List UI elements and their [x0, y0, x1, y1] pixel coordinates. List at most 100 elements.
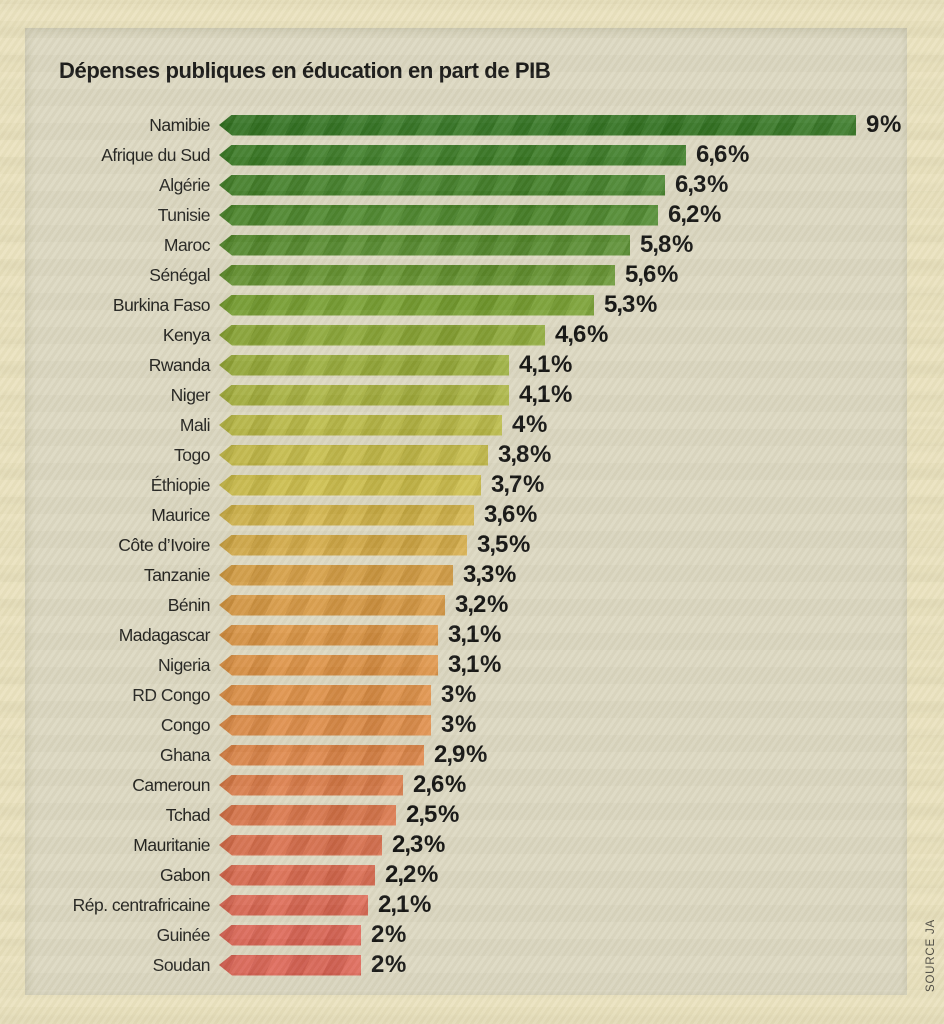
value-label: 3,3 % — [463, 561, 516, 588]
chart-row: Nigeria 3,1 % — [25, 650, 907, 680]
chart-row: Cameroun 2,6 % — [25, 770, 907, 800]
value-label: 4,6 % — [555, 321, 608, 348]
value-label: 9 % — [866, 111, 901, 138]
chart-row: Gabon 2,2 % — [25, 860, 907, 890]
country-label: Kenya — [162, 324, 211, 345]
bar — [219, 774, 403, 796]
chart-row: Maroc 5,8 % — [25, 230, 907, 260]
value-label: 3,5 % — [477, 531, 530, 558]
value-label: 6,6 % — [696, 141, 749, 168]
chart-row: Tanzanie 3,3 % — [25, 560, 907, 590]
country-label: Cameroun — [132, 774, 210, 795]
chart-row: Madagascar 3,1 % — [25, 620, 907, 650]
value-label: 3,6 % — [484, 501, 537, 528]
bar — [219, 114, 856, 136]
chart-row: Rép. centrafricaine 2,1 % — [25, 890, 907, 920]
value-label: 3 % — [441, 711, 476, 738]
value-label: 6,2 % — [668, 201, 721, 228]
country-label: Ghana — [159, 744, 211, 765]
value-label: 3,2 % — [455, 591, 508, 618]
country-label: Guinée — [156, 924, 211, 945]
bar — [219, 534, 467, 556]
country-label: Sénégal — [149, 264, 210, 285]
chart-row: Guinée 2 % — [25, 920, 907, 950]
country-label: Côte d’Ivoire — [118, 534, 210, 555]
bar — [219, 684, 431, 706]
chart-row: Mali 4 % — [25, 410, 907, 440]
country-label: Bénin — [167, 594, 211, 615]
chart-row: Rwanda 4,1 % — [25, 350, 907, 380]
country-label: Mali — [179, 414, 211, 435]
country-label: Tchad — [165, 804, 211, 825]
country-label: Congo — [160, 714, 211, 735]
country-label: Namibie — [149, 114, 210, 135]
bar — [219, 294, 594, 316]
bar — [219, 864, 375, 886]
chart-row: Burkina Faso 5,3 % — [25, 290, 907, 320]
country-label: Maurice — [151, 504, 210, 525]
value-label: 2,6 % — [413, 771, 466, 798]
value-label: 2,5 % — [406, 801, 459, 828]
chart-row: Niger 4,1 % — [25, 380, 907, 410]
bar — [219, 744, 424, 766]
chart-row: Maurice 3,6 % — [25, 500, 907, 530]
country-label: Tunisie — [157, 204, 211, 225]
bar-rows-container: Namibie 9 % Afrique du Sud 6,6 % Algérie 6,3 … — [25, 110, 907, 980]
bar — [219, 954, 361, 976]
country-label: Afrique du Sud — [101, 144, 210, 165]
chart-row: Tchad 2,5 % — [25, 800, 907, 830]
country-label: Nigeria — [158, 654, 210, 675]
bar — [219, 444, 488, 466]
value-label: 3,8 % — [498, 441, 551, 468]
value-label: 2,1 % — [378, 891, 431, 918]
country-label: Rép. centrafricaine — [72, 894, 211, 915]
bar — [219, 714, 431, 736]
country-label: Mauritanie — [133, 834, 210, 855]
country-label: Rwanda — [148, 354, 211, 375]
value-label: 4 % — [512, 411, 547, 438]
bar — [219, 144, 686, 166]
country-label: Madagascar — [118, 624, 211, 645]
value-label: 4,1 % — [519, 381, 572, 408]
chart-row: Soudan 2 % — [25, 950, 907, 980]
chart-row: Ghana 2,9 % — [25, 740, 907, 770]
bar — [219, 594, 445, 616]
value-label: 6,3 % — [675, 171, 728, 198]
value-label: 2,3 % — [392, 831, 445, 858]
bar — [219, 324, 545, 346]
bar — [219, 204, 658, 226]
bar — [219, 174, 665, 196]
bar — [219, 924, 361, 946]
bar — [219, 504, 474, 526]
country-label: Niger — [170, 384, 211, 405]
chart-row: Congo 3 % — [25, 710, 907, 740]
bar — [219, 414, 502, 436]
value-label: 3 % — [441, 681, 476, 708]
chart-row: Tunisie 6,2 % — [25, 200, 907, 230]
value-label: 2,2 % — [385, 861, 438, 888]
chart-row: Afrique du Sud 6,6 % — [25, 140, 907, 170]
bar — [219, 474, 481, 496]
bar — [219, 264, 615, 286]
value-label: 2,9 % — [434, 741, 487, 768]
chart-row: Kenya 4,6 % — [25, 320, 907, 350]
country-label: RD Congo — [132, 684, 210, 705]
country-label: Éthiopie — [150, 474, 211, 495]
chart-row: Sénégal 5,6 % — [25, 260, 907, 290]
value-label: 5,8 % — [640, 231, 693, 258]
bar — [219, 654, 438, 676]
value-label: 2 % — [371, 951, 406, 978]
country-label: Togo — [174, 444, 210, 465]
value-label: 2 % — [371, 921, 406, 948]
chart-row: RD Congo 3 % — [25, 680, 907, 710]
chart-row: Bénin 3,2 % — [25, 590, 907, 620]
country-label: Algérie — [159, 174, 210, 195]
value-label: 5,6 % — [625, 261, 678, 288]
bar — [219, 234, 630, 256]
value-label: 4,1 % — [519, 351, 572, 378]
chart-panel: Dépenses publiques en éducation en part … — [25, 28, 907, 995]
chart-row: Namibie 9 % — [25, 110, 907, 140]
value-label: 3,7 % — [491, 471, 544, 498]
chart-row: Togo 3,8 % — [25, 440, 907, 470]
value-label: 3,1 % — [448, 621, 501, 648]
